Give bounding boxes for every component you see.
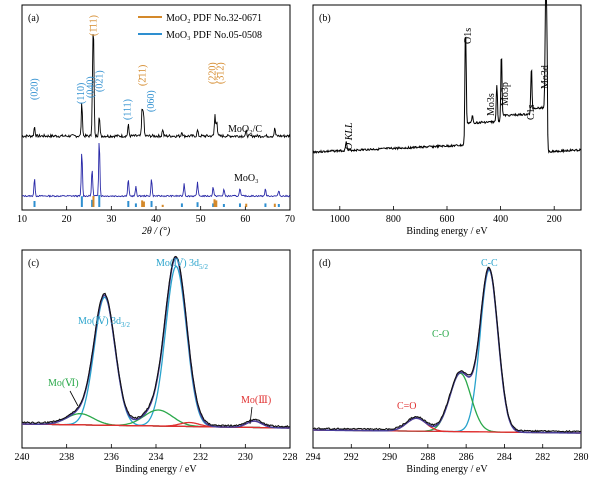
panel-d-xticks: 294 292 290 288 286 284 282 280 — [306, 444, 589, 463]
hkl-label: (020) — [30, 78, 41, 100]
panel-d-tick-label: 284 — [497, 452, 512, 463]
peak-label-c-o: C-O — [432, 329, 449, 340]
panel-a-tick-label: 70 — [285, 214, 295, 225]
panel-a-tick-label: 50 — [196, 214, 206, 225]
panel-b-tick-label: 600 — [440, 214, 455, 225]
peak-label-mo4-3d52: Mo(Ⅳ) 3d5/2 — [156, 258, 208, 271]
panel-d-tick-label: 280 — [574, 452, 589, 463]
hkl-label: (220) — [207, 62, 218, 84]
panel-a-xticks: 10 20 30 40 50 60 70 — [17, 206, 295, 225]
panel-c-tick-label: 232 — [193, 452, 208, 463]
panel-c-xticks: 240 238 236 234 232 230 228 — [15, 444, 298, 463]
curve-label-moo3: MoO₃ — [234, 173, 259, 184]
panel-b-xticks: 1000 800 600 400 200 — [330, 206, 562, 225]
panel-c: (c) 240 238 236 234 232 230 228 Binding energy… — [15, 249, 298, 475]
panel-a-label: (a) — [28, 13, 39, 24]
fit-background — [21, 423, 291, 429]
peak-label-mo6: Mo(Ⅵ) — [48, 378, 79, 389]
series-survey-line — [312, 0, 582, 155]
peak-label-mo3: Mo(Ⅲ) — [241, 395, 271, 406]
panel-c-tick-label: 234 — [149, 452, 164, 463]
panel-b-label: (b) — [319, 13, 331, 24]
fit-envelope — [313, 267, 581, 434]
panel-b-tick-label: 200 — [547, 214, 562, 225]
panel-c-xlabel: Binding energy / eV — [115, 464, 197, 475]
fit-component-c-c — [313, 269, 581, 434]
panel-a-peak-annotations: (020) (110)(040)(021) (111) (060) (1̄11) (2̄1… — [30, 15, 227, 120]
hkl-label: (021) — [95, 70, 106, 92]
mo3-arrow — [249, 406, 253, 425]
panel-c-tick-label: 236 — [104, 452, 119, 463]
panel-c-label: (c) — [28, 258, 39, 269]
panel-b-tick-label: 400 — [493, 214, 508, 225]
panel-c-tick-label: 228 — [283, 452, 298, 463]
peak-label-c-eq-o: C=O — [397, 401, 417, 412]
peak-label-mo3s: Mo3s — [486, 93, 497, 116]
panel-c-fit-curves — [21, 255, 291, 429]
panel-a-tick-label: 20 — [62, 214, 72, 225]
peak-label-mo3p: Mo3p — [500, 82, 511, 106]
peak-label-mo4-3d32: Mo(Ⅳ) 3d3/2 — [78, 316, 130, 329]
panel-a-tick-label: 60 — [240, 214, 250, 225]
panel-b-xlabel: Binding energy / eV — [406, 226, 488, 237]
panel-b-tick-label: 800 — [386, 214, 401, 225]
peak-label-o1s: O1s — [463, 28, 474, 44]
panel-a-tick-label: 10 — [17, 214, 27, 225]
hkl-label: (110) — [76, 83, 87, 104]
panel-c-tick-label: 238 — [59, 452, 74, 463]
hkl-label: (1̄11) — [88, 15, 99, 36]
fit-component-mo-iv-3d3-2 — [22, 296, 290, 429]
panel-d-tick-label: 292 — [344, 452, 359, 463]
panel-d-tick-label: 290 — [382, 452, 397, 463]
panel-d-xlabel: Binding energy / eV — [406, 464, 488, 475]
hkl-label: (3̄12) — [215, 62, 226, 84]
panel-d-frame — [312, 249, 582, 449]
panel-a: (a) 10 20 30 40 50 60 70 2θ / (°) MoO₂ PDF No.… — [17, 4, 295, 237]
panel-c-tick-label: 240 — [15, 452, 30, 463]
mo6-arrow — [69, 390, 79, 407]
panel-a-tick-label: 30 — [106, 214, 116, 225]
panel-d-tick-label: 294 — [306, 452, 321, 463]
panel-a-tick-label: 40 — [151, 214, 161, 225]
panel-a-reference-sticks — [33, 195, 280, 207]
panel-b-tick-label: 1000 — [330, 214, 350, 225]
panel-a-xlabel: 2θ / (°) — [142, 226, 171, 237]
hkl-label: (2̄11) — [138, 65, 149, 86]
panel-d-tick-label: 286 — [459, 452, 474, 463]
peak-label-c1s: C1s — [526, 104, 537, 120]
panel-d: (d) 294 292 290 288 286 284 282 280 Binding ene… — [306, 249, 589, 475]
panel-d-fit-curves — [312, 266, 582, 434]
series-moo3-line — [21, 142, 291, 198]
panel-c-frame — [21, 249, 291, 449]
legend-moo3-label: MoO₃ PDF No.05-0508 — [166, 30, 262, 41]
peak-label-o-kll: O KLL — [344, 122, 355, 150]
panel-d-tick-label: 282 — [535, 452, 550, 463]
raw-spectrum — [21, 255, 291, 428]
hkl-label: (111) — [122, 99, 133, 120]
raw-spectrum — [312, 266, 582, 433]
panel-d-tick-label: 288 — [420, 452, 435, 463]
panel-c-tick-label: 230 — [238, 452, 253, 463]
peak-label-mo3d: Mo3d — [540, 65, 551, 89]
curve-label-moo2-c: MoO₂/C — [228, 124, 262, 135]
panel-d-label: (d) — [319, 258, 331, 269]
panel-b: (b) 1000 800 600 400 200 Binding energy / eV… — [312, 0, 582, 237]
series-moo2-c-line — [21, 34, 291, 139]
hkl-label: (060) — [146, 90, 157, 112]
hkl-label: (040) — [85, 76, 96, 98]
peak-label-c-c: C-C — [481, 258, 498, 269]
legend-moo2-label: MoO₂ PDF No.32-0671 — [166, 13, 262, 24]
